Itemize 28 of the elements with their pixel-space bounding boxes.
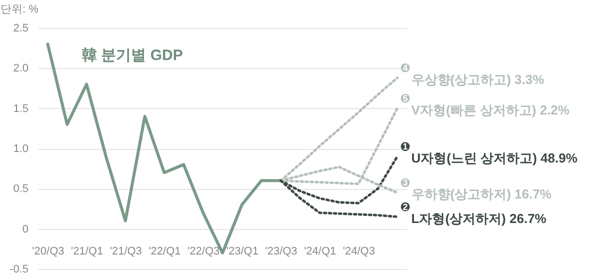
x-tick-label: '23/Q1: [226, 246, 258, 258]
legend-label: U자형(느린 상저하고) 48.9%: [411, 150, 578, 166]
x-tick-label: '21/Q3: [110, 246, 142, 258]
legend-label: V자형(빠른 상저하고) 2.2%: [411, 102, 570, 118]
x-tick-label: '22/Q3: [188, 246, 220, 258]
y-tick-label: 2.0: [13, 62, 28, 75]
y-tick-label: 1.5: [13, 102, 28, 115]
annotation: 3: [402, 178, 408, 188]
annotation: 1: [402, 142, 408, 152]
annotation: 5: [402, 93, 408, 104]
y-tick-label: -0.5: [10, 264, 28, 276]
x-tick-label: '20/Q3: [32, 246, 64, 258]
y-tick-label: 0: [22, 223, 28, 236]
y-tick-label: 0.5: [13, 183, 28, 196]
y-tick-label: 1.0: [13, 143, 28, 155]
x-tick-label: '24/Q3: [342, 246, 375, 258]
y-axis-title: 단위: %: [0, 4, 39, 16]
annotation: 4: [402, 62, 408, 73]
x-tick-label: '22/Q1: [148, 246, 181, 258]
text: 韓 분기별 GDP: [82, 47, 183, 64]
legend-label: L자형(상저하저) 26.7%: [411, 210, 547, 226]
x-tick-label: '21/Q1: [71, 246, 104, 258]
x-tick-label: '24/Q1: [304, 246, 336, 258]
legend-label: 우하향(상고하저) 16.7%: [411, 186, 552, 202]
legend-label: 우상향(상고하고) 3.3%: [411, 72, 545, 87]
y-tick-label: 2.5: [13, 22, 28, 34]
x-tick-label: '23/Q3: [265, 246, 298, 258]
annotation: 2: [402, 202, 408, 212]
